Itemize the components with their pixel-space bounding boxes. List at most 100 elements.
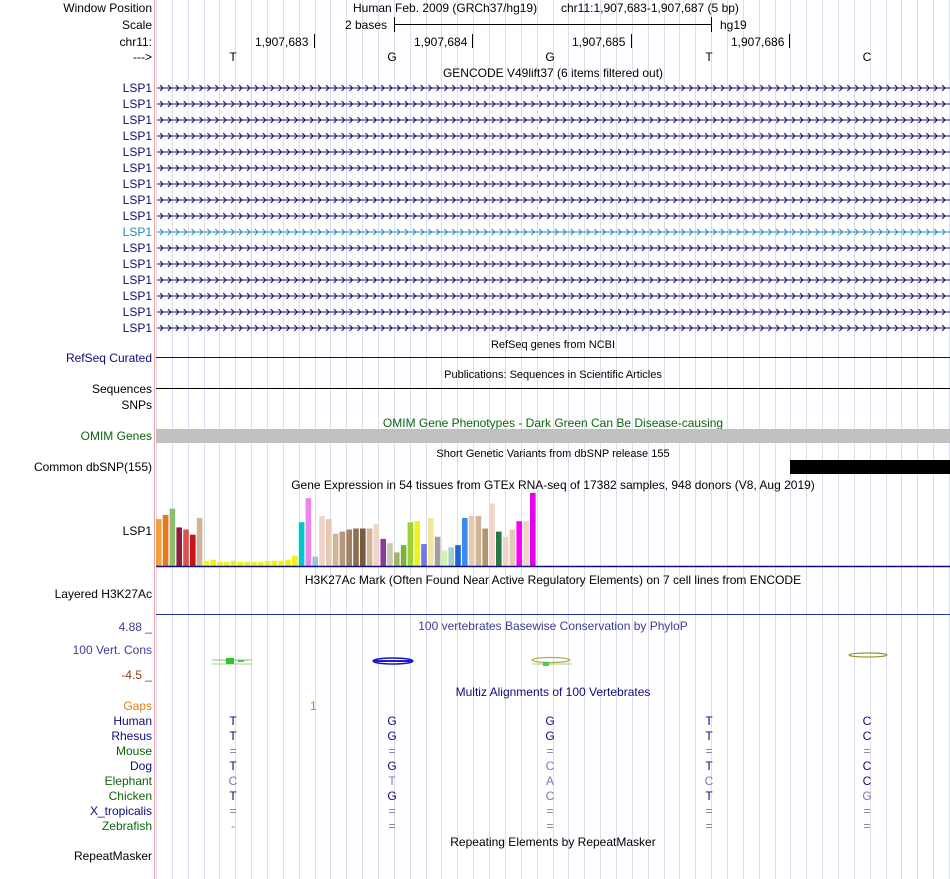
gtex-tissue-bar[interactable] [292,555,298,566]
gtex-tissue-bar[interactable] [346,529,352,567]
gencode-item-label[interactable]: LSP1 [122,209,152,223]
gtex-tissue-bar[interactable] [496,531,502,566]
gtex-tissue-bar[interactable] [468,515,475,566]
refseq-subtitle[interactable]: RefSeq genes from NCBI [490,339,616,351]
phylop-label[interactable]: 100 Vert. Cons [72,643,152,657]
gencode-item-label[interactable]: LSP1 [122,241,152,255]
gencode-item-label[interactable]: LSP1 [122,113,152,127]
gtex-tissue-bar[interactable] [400,545,407,566]
gencode-transcript[interactable] [157,164,950,172]
h3k27ac-subtitle[interactable]: H3K27Ac Mark (Often Found Near Active Re… [304,573,802,587]
gencode-item-label[interactable]: LSP1 [122,161,152,175]
gencode-transcript[interactable] [157,196,950,204]
gencode-item-label[interactable]: LSP1 [122,257,152,271]
gtex-tissue-bar[interactable] [305,498,312,566]
h3k27ac-label[interactable]: Layered H3K27Ac [54,587,152,601]
gtex-tissue-bar[interactable] [326,519,332,566]
gtex-tissue-bar[interactable] [366,528,373,567]
gencode-item-label[interactable]: LSP1 [122,289,152,303]
multiz-species-label[interactable]: Human [113,714,152,728]
gencode-transcript[interactable] [157,292,950,300]
gencode-transcript[interactable] [157,100,950,108]
omim-label[interactable]: OMIM Genes [80,429,152,443]
gencode-transcript[interactable] [157,324,950,332]
gtex-tissue-bar[interactable] [441,550,448,566]
gtex-tissue-bar[interactable] [278,560,284,566]
gencode-transcript[interactable] [157,276,950,284]
gtex-tissue-bar[interactable] [210,559,216,566]
gencode-item-label[interactable]: LSP1 [122,97,152,111]
gtex-tissue-bar[interactable] [183,529,189,567]
gtex-tissue-bar[interactable] [394,552,400,566]
gtex-tissue-bar[interactable] [264,560,271,566]
gtex-tissue-bar[interactable] [482,528,488,567]
gtex-tissue-bar[interactable] [448,547,454,566]
gencode-transcript[interactable] [157,132,950,140]
dbsnp-subtitle[interactable]: Short Genetic Variants from dbSNP releas… [436,448,670,460]
refseq-label[interactable]: RefSeq Curated [65,351,152,365]
gtex-tissue-bar[interactable] [230,560,237,566]
multiz-species-label[interactable]: Rhesus [111,729,152,743]
gencode-track-title[interactable]: GENCODE V49lift37 (6 items filtered out) [442,66,664,80]
multiz-species-label[interactable]: Chicken [108,789,152,803]
gtex-tissue-bar[interactable] [373,524,380,566]
gencode-transcript[interactable] [157,308,950,316]
gencode-transcript[interactable] [157,148,950,156]
snps-label[interactable]: SNPs [121,398,152,412]
gencode-transcript[interactable] [157,84,950,92]
gencode-transcript[interactable] [157,244,950,252]
position-range[interactable]: chr11:1,907,683-1,907,687 (5 bp) [561,1,739,15]
gtex-tissue-bar[interactable] [530,493,536,566]
gtex-tissue-bar[interactable] [190,534,196,566]
gtex-tissue-bar[interactable] [523,521,529,566]
gtex-tissue-bar[interactable] [271,560,278,566]
dbsnp-variant-bar[interactable] [790,460,950,474]
phylop-conservation-glyphs[interactable] [0,645,950,675]
dbsnp-label[interactable]: Common dbSNP(155) [33,460,152,474]
gencode-transcript[interactable] [157,260,950,268]
gtex-tissue-bar[interactable] [387,543,393,566]
repeatmasker-subtitle[interactable]: Repeating Elements by RepeatMasker [450,835,656,849]
gtex-tissue-bar[interactable] [312,556,318,566]
gtex-tissue-bar[interactable] [196,518,203,566]
publications-subtitle[interactable]: Publications: Sequences in Scientific Ar… [444,369,662,381]
gencode-features[interactable] [0,80,950,340]
gtex-tissue-bar[interactable] [217,561,223,566]
repeatmasker-label[interactable]: RepeatMasker [73,849,152,863]
gtex-tissue-bar[interactable] [319,515,325,566]
gencode-item-label[interactable]: LSP1 [122,321,152,335]
multiz-species-label[interactable]: Dog [129,759,152,773]
gencode-transcript[interactable] [157,180,950,188]
gtex-tissue-bar[interactable] [421,544,427,566]
gencode-item-label[interactable]: LSP1 [122,305,152,319]
gtex-tissue-bar[interactable] [237,561,244,566]
sequences-label[interactable]: Sequences [91,382,152,396]
gtex-tissue-bar[interactable] [462,518,468,566]
gtex-subtitle[interactable]: Gene Expression in 54 tissues from GTEx … [291,478,815,492]
gtex-tissue-bar[interactable] [509,529,516,567]
gtex-tissue-bar[interactable] [502,536,509,566]
gtex-tissue-bar[interactable] [332,533,339,566]
gencode-item-label[interactable]: LSP1 [122,129,152,143]
gtex-expression-chart[interactable] [0,490,950,570]
multiz-species-label[interactable]: Mouse [115,744,152,758]
gtex-tissue-bar[interactable] [169,508,176,566]
phylop-subtitle[interactable]: 100 vertebrates Basewise Conservation by… [418,619,688,633]
gtex-tissue-bar[interactable] [176,527,182,566]
gtex-tissue-bar[interactable] [489,503,495,566]
gtex-tissue-bar[interactable] [414,521,420,566]
gtex-tissue-bar[interactable] [251,561,257,566]
gtex-tissue-bar[interactable] [258,561,264,566]
multiz-species-label[interactable]: Zebrafish [101,819,152,833]
gencode-item-label[interactable]: LSP1 [122,81,152,95]
gencode-item-label[interactable]: LSP1 [122,145,152,159]
omim-subtitle[interactable]: OMIM Gene Phenotypes - Dark Green Can Be… [382,416,724,430]
gtex-tissue-bar[interactable] [298,522,305,566]
gtex-tissue-bar[interactable] [156,519,162,566]
multiz-subtitle[interactable]: Multiz Alignments of 100 Vertebrates [455,685,651,699]
gtex-tissue-bar[interactable] [353,528,359,567]
gtex-gene-label[interactable]: LSP1 [122,524,152,538]
gencode-transcript[interactable] [157,228,950,236]
gencode-transcript[interactable] [157,116,950,124]
gtex-tissue-bar[interactable] [203,560,210,566]
